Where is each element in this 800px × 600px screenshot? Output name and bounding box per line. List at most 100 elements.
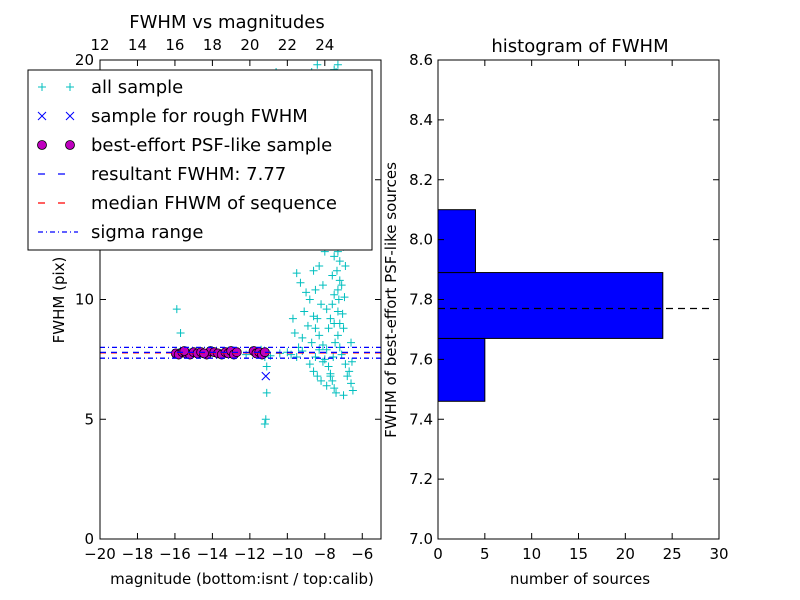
- all-sample-point: [333, 60, 342, 69]
- histogram-bar: [437, 272, 664, 339]
- all-sample-point: [333, 331, 342, 340]
- all-sample-point: [311, 352, 320, 361]
- x-tick-label: −20: [84, 545, 116, 563]
- y-tick-label: 0: [84, 530, 94, 548]
- y-tick-label: 7.8: [409, 291, 433, 309]
- top-tick-label: 20: [240, 36, 259, 54]
- x-tick-label: −18: [122, 545, 154, 563]
- all-sample-point: [333, 285, 342, 294]
- all-sample-point: [324, 362, 333, 371]
- legend-marker: [37, 140, 47, 150]
- all-sample-point: [339, 324, 348, 333]
- all-sample-point: [348, 386, 357, 395]
- all-sample-point: [332, 266, 341, 275]
- all-sample-point: [330, 319, 339, 328]
- all-sample-point: [318, 341, 327, 350]
- all-sample-point: [328, 300, 337, 309]
- x-tick-label: 0: [433, 545, 443, 563]
- scatter-top-ticks: 12 14 16 18 20 22 24: [90, 36, 334, 66]
- all-sample-point: [313, 60, 322, 69]
- x-tick-label: −14: [197, 545, 229, 563]
- y-tick-label: 7.2: [409, 470, 433, 488]
- all-sample-point: [328, 376, 337, 385]
- all-sample-point: [315, 331, 324, 340]
- all-sample-point: [300, 307, 309, 316]
- all-sample-point: [309, 266, 318, 275]
- histogram-bar: [437, 337, 486, 402]
- all-sample-point: [322, 305, 331, 314]
- top-tick-label: 18: [203, 36, 222, 54]
- all-sample-point: [296, 278, 305, 287]
- all-sample-point: [322, 381, 331, 390]
- histogram-x-label: number of sources: [510, 570, 650, 588]
- top-tick-label: 12: [90, 36, 109, 54]
- all-sample-point: [292, 352, 301, 361]
- legend-marker: [37, 111, 47, 121]
- all-sample-point: [176, 329, 185, 338]
- all-sample-point: [309, 367, 318, 376]
- legend-label: sample for rough FWHM: [91, 106, 308, 127]
- all-sample-point: [340, 293, 349, 302]
- all-sample-point: [347, 357, 356, 366]
- all-sample-point: [313, 314, 322, 323]
- y-tick-label: 5: [84, 410, 94, 428]
- y-tick-label: 10: [75, 291, 94, 309]
- x-tick-label: 30: [709, 545, 728, 563]
- all-sample-point: [338, 309, 347, 318]
- histogram-x-ticks: 0 5 10 15 20 25 30: [433, 60, 729, 563]
- y-tick-label: 8.6: [409, 51, 433, 69]
- x-tick-label: −10: [272, 545, 304, 563]
- y-tick-label: 8.2: [409, 171, 433, 189]
- top-tick-label: 24: [315, 36, 334, 54]
- scatter-title: FWHM vs magnitudes: [129, 12, 324, 33]
- all-sample-point: [260, 420, 269, 429]
- legend-marker: [66, 83, 74, 91]
- x-tick-label: −16: [159, 545, 191, 563]
- all-sample-point: [313, 372, 322, 381]
- legend-label: sigma range: [91, 222, 203, 243]
- all-sample-point: [302, 288, 311, 297]
- legend-label: median FHWM of sequence: [91, 193, 337, 214]
- all-sample-point: [315, 261, 324, 270]
- all-sample-point: [332, 388, 341, 397]
- all-sample-point: [330, 384, 339, 393]
- scatter-legend: all sample sample for rough FWHM best-effo…: [27, 69, 373, 251]
- all-sample-point: [261, 415, 270, 424]
- legend-label: best-effort PSF-like sample: [91, 135, 332, 156]
- legend-marker: [65, 111, 75, 121]
- histogram-title: histogram of FWHM: [491, 36, 668, 57]
- scatter-x-label: magnitude (bottom:isnt / top:calib): [110, 570, 374, 588]
- all-sample-point: [347, 338, 356, 347]
- all-sample-point: [262, 362, 271, 371]
- all-sample-point: [303, 321, 312, 330]
- all-sample-point: [339, 391, 348, 400]
- all-sample-point: [317, 300, 326, 309]
- all-sample-point: [172, 305, 181, 314]
- histogram-panel: 0 5 10 15 20 25 30 7.0 7.2 7.4 7.6 7.8 8.0 8.2 8.4 8.6…: [382, 36, 729, 588]
- all-sample-point: [334, 295, 343, 304]
- all-sample-point: [330, 252, 339, 261]
- histogram-y-label: FWHM of best-effort PSF-like sources: [382, 162, 400, 438]
- all-sample-point: [292, 269, 301, 278]
- all-sample-point: [326, 314, 335, 323]
- histogram-bar: [437, 209, 476, 274]
- x-tick-label: −8: [314, 545, 336, 563]
- legend-marker: [38, 83, 46, 91]
- all-sample-point: [311, 285, 320, 294]
- all-sample-point: [307, 338, 316, 347]
- legend-entry: sigma range: [38, 222, 203, 243]
- all-sample-point: [343, 372, 352, 381]
- all-sample-point: [347, 379, 356, 388]
- legend-entry: resultant FWHM: 7.77: [38, 164, 286, 185]
- all-sample-point: [318, 357, 327, 366]
- reference-lines: [100, 346, 381, 359]
- legend-entry: median FHWM of sequence: [38, 193, 337, 214]
- all-sample-point: [328, 271, 337, 280]
- all-sample-point: [341, 360, 350, 369]
- all-sample-point: [335, 257, 344, 266]
- y-tick-label: 7.0: [409, 530, 433, 548]
- histogram-y-ticks: 7.0 7.2 7.4 7.6 7.8 8.0 8.2 8.4 8.6: [409, 51, 719, 548]
- x-tick-label: −6: [351, 545, 373, 563]
- all-sample-point: [317, 376, 326, 385]
